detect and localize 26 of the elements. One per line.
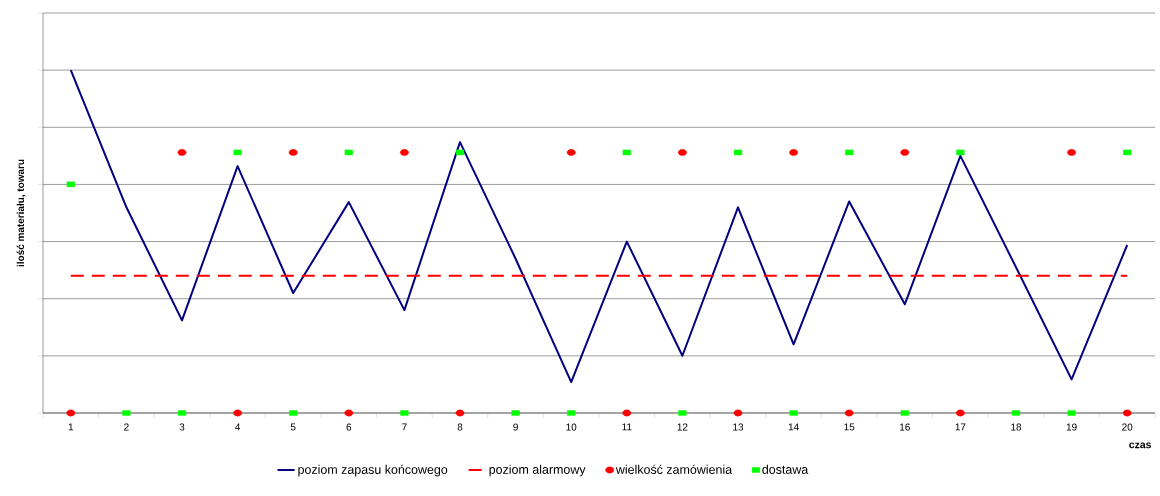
x-tick-label: 20 (1122, 423, 1133, 431)
x-tick-label: 19 (1066, 423, 1077, 431)
x-tick-label: 11 (622, 423, 632, 431)
x-axis-title: czas (1129, 442, 1152, 449)
x-tick-label: 5 (290, 423, 296, 431)
x-tick-label: 7 (402, 423, 407, 431)
x-tick-label: 13 (733, 423, 744, 431)
x-tick-label: 12 (677, 423, 688, 431)
x-tick-label: 16 (900, 423, 910, 431)
x-tick-label: 4 (235, 423, 241, 431)
legend-label: poziom zapasu końcowego (298, 464, 448, 477)
x-tick-label: 1 (68, 423, 74, 431)
x-tick-label: 17 (955, 423, 966, 431)
x-tick-label: 2 (124, 423, 129, 431)
x-tick-label: 18 (1011, 423, 1022, 431)
x-tick-label: 10 (566, 423, 577, 431)
x-tick-label: 14 (788, 423, 799, 431)
x-tick-label: 3 (179, 423, 185, 431)
y-axis-title: ilość materiału, towaru (16, 159, 26, 267)
legend-label: wielkość zamówienia (615, 464, 733, 474)
x-tick-label: 15 (844, 423, 855, 431)
x-tick-label: 8 (457, 423, 463, 431)
x-tick-label: 6 (346, 423, 352, 431)
legend-label: poziom alarmowy (489, 464, 586, 477)
legend-label: dostawa (762, 464, 809, 474)
x-tick-label: 9 (513, 423, 518, 431)
